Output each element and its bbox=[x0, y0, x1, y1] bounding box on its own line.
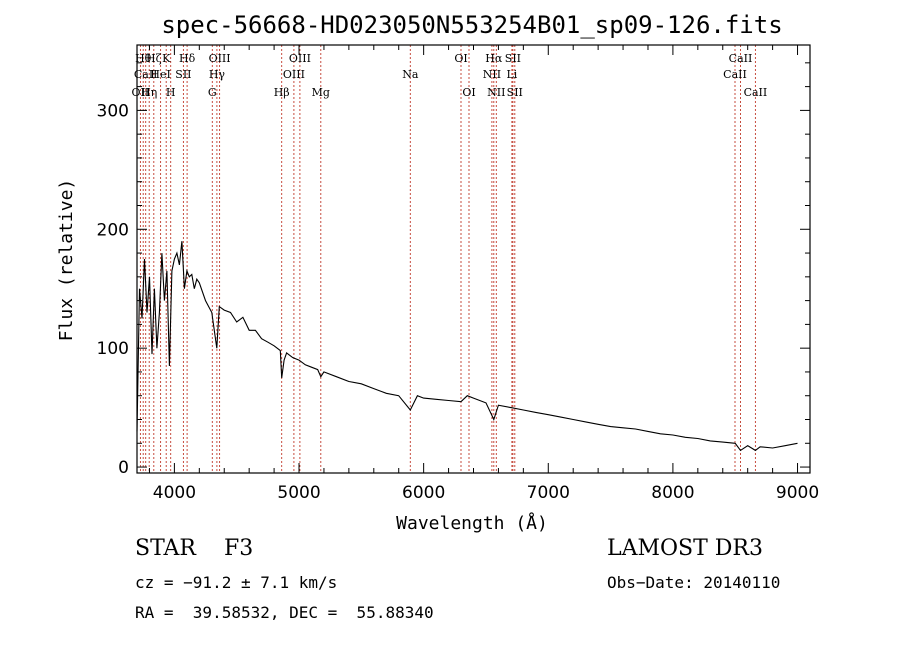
spectral-line-label-15: OIII bbox=[289, 52, 311, 65]
spectral-line-label-23: Li bbox=[506, 68, 517, 81]
spectral-line-label-28: CaII bbox=[744, 86, 768, 99]
x-tick-label-4: 8000 bbox=[651, 483, 694, 503]
spectral-line-label-14: OIII bbox=[283, 68, 305, 81]
spectral-line-label-5: HeI bbox=[150, 68, 170, 81]
axis-ticks: 4000 5000 6000 7000 8000 9000 0 100 200 300 bbox=[97, 45, 819, 503]
spectral-line-label-10: G bbox=[208, 86, 217, 99]
plot-frame bbox=[136, 44, 811, 474]
spectral-line-label-3: Hη bbox=[141, 86, 157, 99]
observation-date: Obs−Date: 20140110 bbox=[607, 573, 781, 592]
y-tick-label-3: 300 bbox=[97, 101, 129, 121]
spectral-line-label-20: NII bbox=[483, 68, 501, 81]
spectral-lines bbox=[139, 45, 756, 473]
survey-name: LAMOST DR3 bbox=[607, 536, 763, 561]
spectral-line-label-18: OI bbox=[454, 52, 467, 65]
spectral-line-labels: OII Hθ CaII Hη Hζ HeI K H SII Hδ G Hγ OIII Hβ OIII OIII… bbox=[132, 52, 768, 99]
spectral-line-label-22: NII bbox=[487, 86, 505, 99]
spectral-line-label-8: SII bbox=[175, 68, 191, 81]
y-axis-label: Flux (relative) bbox=[56, 179, 77, 342]
y-tick-label-1: 100 bbox=[97, 339, 129, 359]
spectral-line-label-26: CaII bbox=[723, 68, 747, 81]
spectral-line-label-21: Hα bbox=[485, 52, 503, 65]
spectral-line-label-27: CaII bbox=[729, 52, 753, 65]
spectral-line-label-17: Na bbox=[402, 68, 419, 81]
spectral-line-label-13: Hβ bbox=[274, 86, 290, 99]
chart-title: spec-56668-HD023050N553254B01_sp09-126.f… bbox=[161, 11, 782, 39]
spectral-line-label-0: OII bbox=[132, 86, 150, 99]
x-tick-label-5: 9000 bbox=[776, 483, 819, 503]
x-tick-label-2: 6000 bbox=[402, 483, 445, 503]
spectral-line-label-4: Hζ bbox=[146, 52, 162, 65]
spectral-line-label-24: SII bbox=[505, 52, 521, 65]
spectral-line-label-25: SII bbox=[507, 86, 523, 99]
spectral-line-label-2: CaII bbox=[134, 68, 158, 81]
spectral-line-label-16: Mg bbox=[312, 86, 330, 99]
spectral-line-label-6: K bbox=[162, 52, 171, 65]
object-class: STAR F3 bbox=[135, 536, 254, 561]
redshift-cz: cz = −91.2 ± 7.1 km/s bbox=[135, 573, 338, 592]
spectral-line-label-11: Hγ bbox=[209, 68, 226, 81]
x-axis-label: Wavelength (Å) bbox=[396, 512, 548, 534]
x-tick-label-3: 7000 bbox=[527, 483, 570, 503]
y-tick-label-0: 0 bbox=[118, 458, 129, 478]
spectral-line-label-1: Hθ bbox=[135, 52, 152, 65]
x-tick-label-0: 4000 bbox=[153, 483, 196, 503]
spectral-line-label-7: H bbox=[166, 86, 176, 99]
spectral-line-label-9: Hδ bbox=[179, 52, 196, 65]
x-tick-label-1: 5000 bbox=[277, 483, 320, 503]
spectral-line-label-19: OI bbox=[462, 86, 475, 99]
spectrum-series-line bbox=[136, 241, 798, 452]
ra-dec-coordinates: RA = 39.58532, DEC = 55.88340 bbox=[135, 603, 434, 622]
y-tick-label-2: 200 bbox=[97, 220, 129, 240]
spectral-line-label-12: OIII bbox=[209, 52, 231, 65]
